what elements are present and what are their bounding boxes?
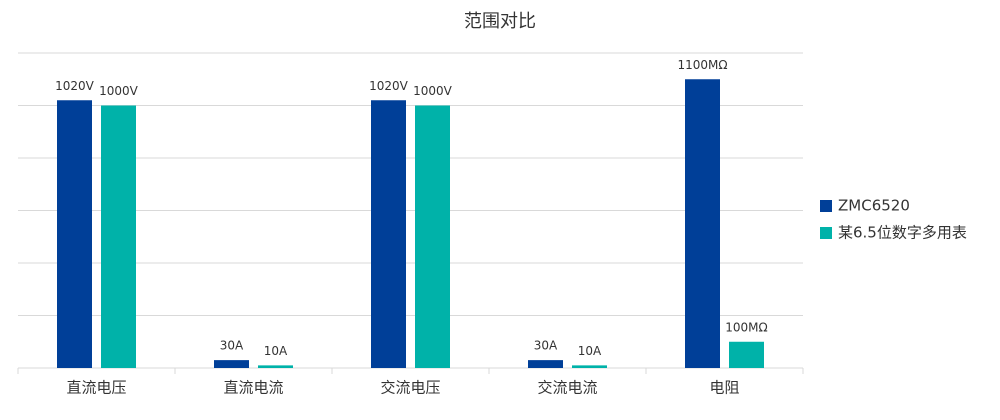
x-tick-label: 交流电流	[537, 379, 597, 397]
bar	[415, 105, 450, 368]
data-label: 10A	[264, 344, 288, 358]
bar	[57, 100, 92, 368]
bar	[214, 360, 249, 368]
bar	[572, 365, 607, 368]
data-label: 1100MΩ	[677, 58, 727, 72]
x-tick-label: 直流电流	[223, 379, 283, 397]
data-label: 1000V	[413, 84, 453, 98]
data-label: 100MΩ	[725, 320, 767, 334]
data-label: 30A	[534, 339, 558, 353]
data-label: 1020V	[55, 79, 95, 93]
data-label: 1020V	[369, 79, 409, 93]
legend-swatch	[820, 200, 832, 212]
x-tick-label: 电阻	[709, 379, 739, 397]
legend-label: ZMC6520	[838, 197, 910, 215]
bar	[685, 79, 720, 368]
x-tick-label: 交流电压	[380, 379, 440, 397]
data-label: 1000V	[99, 84, 139, 98]
bar	[371, 100, 406, 368]
bar	[258, 365, 293, 368]
x-tick-label: 直流电压	[66, 379, 126, 397]
data-label: 10A	[578, 344, 602, 358]
legend-swatch	[820, 227, 832, 239]
legend-label: 某6.5位数字多用表	[838, 224, 967, 242]
bar	[101, 105, 136, 368]
bar	[729, 341, 764, 368]
bar	[528, 360, 563, 368]
data-label: 30A	[220, 339, 244, 353]
chart-title: 范围对比	[464, 11, 536, 32]
